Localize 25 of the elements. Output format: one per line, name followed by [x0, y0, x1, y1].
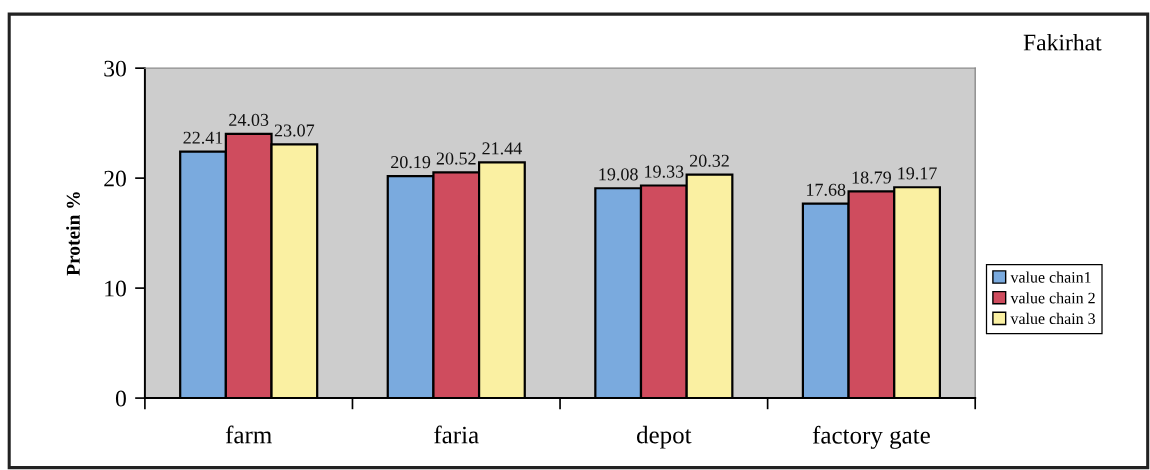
data-label: 24.03 [229, 113, 269, 127]
data-label: 23.07 [274, 124, 315, 137]
y-axis-title: Protein % [66, 192, 80, 276]
data-label: 20.19 [391, 156, 431, 169]
legend-label: value chain 3 [1010, 312, 1095, 325]
y-tick-label: 30 [104, 60, 126, 77]
y-tick-label: 0 [115, 390, 126, 407]
text: Fakirhat [1023, 33, 1102, 51]
data-label: 19.08 [599, 168, 638, 181]
data-label: 17.68 [807, 183, 846, 196]
x-tick-label: factory gate [812, 425, 930, 449]
x-tick-label: faria [434, 425, 479, 444]
data-label: 22.41 [183, 131, 223, 144]
data-label: 20.32 [689, 154, 729, 167]
y-tick-label: 20 [104, 170, 126, 187]
legend-label: value chain 2 [1010, 292, 1095, 304]
x-tick-label: farm [225, 425, 272, 444]
x-tick-label: depot [636, 425, 692, 449]
data-label: 19.33 [645, 165, 684, 178]
data-label: 18.79 [852, 171, 891, 184]
data-label: 20.52 [436, 152, 476, 165]
data-label: 21.44 [482, 142, 522, 155]
y-tick-label: 10 [105, 280, 126, 297]
legend-label: value chain1 [1010, 271, 1091, 283]
data-label: 19.17 [898, 167, 937, 180]
